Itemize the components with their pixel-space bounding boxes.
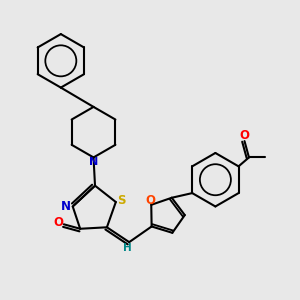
Text: O: O xyxy=(146,194,156,207)
Text: O: O xyxy=(239,129,250,142)
Text: N: N xyxy=(61,200,71,213)
Text: H: H xyxy=(123,243,132,253)
Text: N: N xyxy=(89,157,98,167)
Text: S: S xyxy=(117,194,125,207)
Text: O: O xyxy=(53,216,64,229)
